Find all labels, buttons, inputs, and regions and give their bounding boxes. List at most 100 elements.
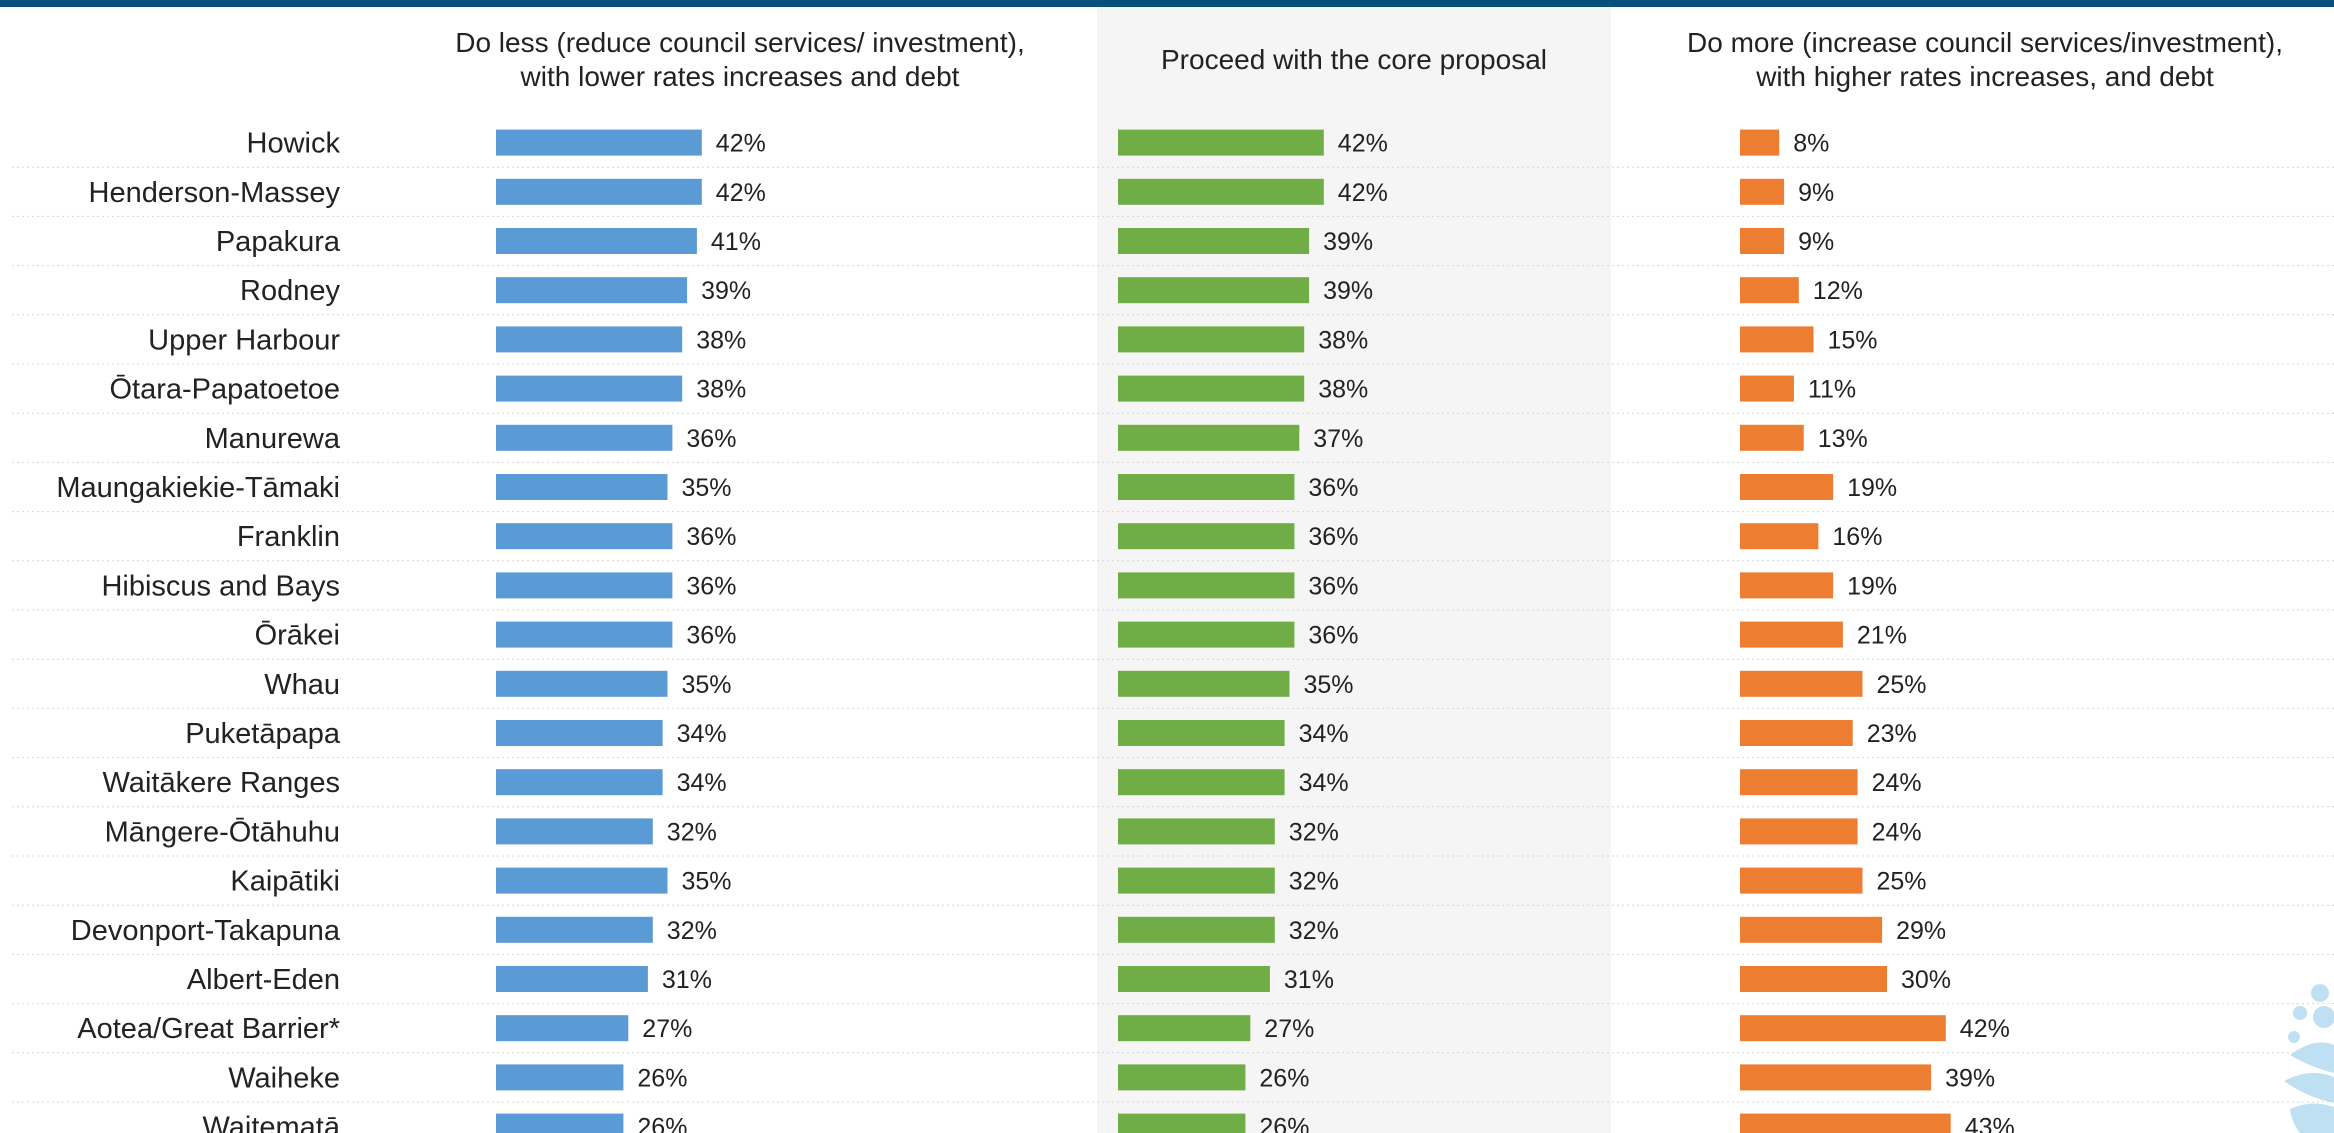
value-label: 42% [1960, 1015, 2010, 1043]
value-label: 36% [1308, 474, 1358, 502]
bar [496, 818, 653, 845]
value-label: 35% [682, 671, 732, 699]
value-label: 26% [1259, 1114, 1309, 1133]
row-label: Devonport-Takapuna [71, 915, 341, 947]
row-label: Upper Harbour [148, 324, 340, 356]
bar [1740, 572, 1834, 599]
value-label: 9% [1798, 179, 1834, 207]
bar [1740, 769, 1858, 796]
bar [1740, 523, 1819, 550]
bar [496, 867, 668, 894]
value-label: 32% [1289, 818, 1339, 846]
row-label: Puketāpapa [185, 718, 341, 750]
value-label: 30% [1901, 966, 1951, 994]
value-label: 12% [1813, 277, 1863, 305]
bar [496, 670, 668, 697]
row-label: Waitākere Ranges [103, 767, 340, 799]
value-label: 13% [1818, 425, 1868, 453]
top-accent-bar [0, 0, 2334, 7]
bar [1740, 966, 1887, 992]
bar [1118, 228, 1310, 254]
value-label: 8% [1793, 130, 1829, 158]
value-label: 34% [677, 720, 727, 748]
value-label: 39% [1323, 228, 1373, 256]
row-label: Ōrākei [255, 620, 340, 652]
value-label: 34% [1299, 769, 1349, 797]
bar [496, 1113, 624, 1133]
bar [1740, 474, 1834, 500]
value-label: 26% [1259, 1064, 1309, 1092]
value-label: 36% [686, 523, 736, 551]
bar [1740, 375, 1794, 402]
value-label: 15% [1828, 326, 1878, 354]
value-label: 32% [1289, 868, 1339, 896]
value-label: 35% [682, 868, 732, 896]
bar [1118, 867, 1275, 894]
value-label: 36% [686, 622, 736, 650]
bar [1740, 277, 1799, 304]
value-label: 21% [1857, 622, 1907, 650]
council-logo-icon [2284, 984, 2334, 1133]
bar [1740, 670, 1863, 697]
row-label: Aotea/Great Barrier* [77, 1013, 340, 1045]
value-label: 26% [637, 1064, 687, 1092]
bar [496, 1015, 629, 1042]
value-label: 36% [686, 572, 736, 600]
bar [1118, 818, 1275, 845]
value-label: 35% [682, 474, 732, 502]
bar [1740, 867, 1863, 894]
bar [1118, 1015, 1251, 1042]
bar [1740, 916, 1883, 943]
bar [1118, 424, 1300, 451]
bar [496, 720, 663, 746]
value-label: 19% [1847, 572, 1897, 600]
column-title-core-proposal: Proceed with the core proposal [1161, 44, 1547, 75]
bar [1740, 818, 1858, 845]
bar [496, 277, 688, 304]
value-label: 24% [1872, 769, 1922, 797]
bar [1118, 621, 1295, 648]
value-label: 36% [1308, 523, 1358, 551]
value-label: 39% [1945, 1064, 1995, 1092]
bar [1740, 720, 1853, 746]
row-label: Rodney [240, 275, 340, 307]
value-label: 29% [1896, 917, 1946, 945]
bar [496, 621, 673, 648]
value-label: 39% [1323, 277, 1373, 305]
value-label: 25% [1877, 868, 1927, 896]
row-label: Waiheke [228, 1062, 340, 1094]
row-label: Ōtara-Papatoetoe [109, 374, 340, 406]
bar [1118, 1064, 1246, 1091]
bar [496, 769, 663, 796]
bar [496, 966, 648, 992]
bar [1740, 1113, 1951, 1133]
bar [496, 572, 673, 599]
bar [1118, 572, 1295, 599]
bar [496, 129, 702, 156]
bar [496, 1064, 624, 1091]
value-label: 16% [1832, 523, 1882, 551]
row-label: Māngere-Ōtāhuhu [105, 816, 340, 848]
row-label: Whau [264, 669, 340, 701]
value-label: 34% [677, 769, 727, 797]
value-label: 42% [1338, 179, 1388, 207]
bar [496, 523, 673, 550]
value-label: 38% [696, 376, 746, 404]
value-label: 27% [642, 1015, 692, 1043]
bar [1740, 1064, 1932, 1091]
bar [1118, 916, 1275, 943]
value-label: 32% [1289, 917, 1339, 945]
bar [1118, 720, 1285, 746]
value-label: 23% [1867, 720, 1917, 748]
row-label: Waitematā [202, 1112, 340, 1133]
bar [496, 424, 673, 451]
value-label: 9% [1798, 228, 1834, 256]
value-label: 26% [637, 1114, 687, 1133]
value-label: 42% [1338, 130, 1388, 158]
value-label: 11% [1808, 376, 1856, 404]
value-label: 24% [1872, 818, 1922, 846]
value-label: 43% [1965, 1114, 2015, 1133]
bar [1740, 178, 1785, 205]
bar [1118, 277, 1310, 304]
bar [496, 326, 683, 353]
